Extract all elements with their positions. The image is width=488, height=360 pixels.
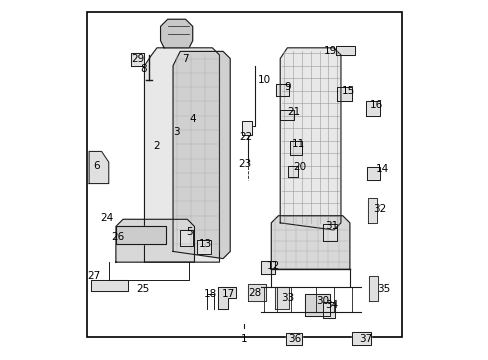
Polygon shape (261, 261, 274, 274)
Text: 4: 4 (189, 114, 196, 124)
Text: 36: 36 (287, 334, 301, 344)
Polygon shape (323, 224, 337, 242)
Text: 14: 14 (375, 164, 388, 174)
Polygon shape (288, 166, 298, 177)
Text: 26: 26 (111, 232, 124, 242)
Text: 20: 20 (293, 162, 306, 172)
Text: 7: 7 (182, 54, 188, 64)
Polygon shape (89, 152, 108, 184)
Text: 25: 25 (136, 284, 149, 294)
Polygon shape (323, 302, 334, 318)
Polygon shape (368, 276, 377, 301)
Text: 17: 17 (222, 289, 235, 299)
Text: 18: 18 (203, 289, 217, 299)
Text: 27: 27 (86, 271, 100, 282)
Polygon shape (274, 287, 288, 309)
Text: 35: 35 (376, 284, 389, 294)
Polygon shape (367, 198, 376, 223)
Text: 34: 34 (325, 300, 338, 310)
Polygon shape (180, 230, 192, 246)
Text: 21: 21 (286, 107, 300, 117)
Polygon shape (285, 333, 301, 345)
Text: 6: 6 (93, 161, 100, 171)
Polygon shape (144, 48, 219, 262)
Polygon shape (336, 87, 351, 102)
Text: 28: 28 (248, 288, 261, 297)
Text: 8: 8 (140, 64, 147, 74)
Polygon shape (335, 46, 354, 55)
Polygon shape (351, 332, 370, 345)
Text: 31: 31 (325, 221, 338, 231)
Text: 10: 10 (257, 75, 270, 85)
Text: 2: 2 (153, 141, 160, 151)
Text: 9: 9 (284, 82, 290, 92)
Polygon shape (280, 48, 340, 230)
Polygon shape (197, 240, 210, 254)
Polygon shape (116, 219, 194, 262)
Text: 22: 22 (239, 132, 252, 142)
Polygon shape (247, 284, 265, 301)
Text: 19: 19 (323, 46, 336, 57)
Polygon shape (280, 111, 293, 120)
Text: 3: 3 (173, 127, 180, 137)
Text: 16: 16 (369, 100, 383, 110)
Polygon shape (173, 51, 230, 258)
Text: 11: 11 (291, 139, 304, 149)
Text: 30: 30 (316, 296, 329, 306)
Polygon shape (241, 121, 252, 135)
Text: 33: 33 (280, 293, 293, 303)
Polygon shape (131, 53, 143, 66)
Text: 12: 12 (266, 261, 279, 271)
Text: 5: 5 (185, 227, 192, 237)
Polygon shape (271, 216, 349, 269)
Bar (87, 12, 401, 337)
Text: 23: 23 (237, 159, 251, 169)
Polygon shape (91, 280, 128, 291)
Polygon shape (217, 287, 235, 309)
Text: 1: 1 (241, 334, 247, 344)
Text: 15: 15 (341, 86, 354, 96)
Text: 29: 29 (131, 54, 144, 64)
Polygon shape (366, 167, 380, 180)
Polygon shape (290, 141, 301, 155)
Text: 24: 24 (100, 212, 113, 222)
Text: 32: 32 (373, 203, 386, 213)
Polygon shape (275, 84, 288, 96)
Polygon shape (305, 294, 329, 316)
Polygon shape (116, 226, 165, 244)
Text: 13: 13 (198, 239, 211, 249)
Text: 37: 37 (359, 334, 372, 344)
Polygon shape (160, 19, 192, 48)
Polygon shape (365, 102, 379, 116)
